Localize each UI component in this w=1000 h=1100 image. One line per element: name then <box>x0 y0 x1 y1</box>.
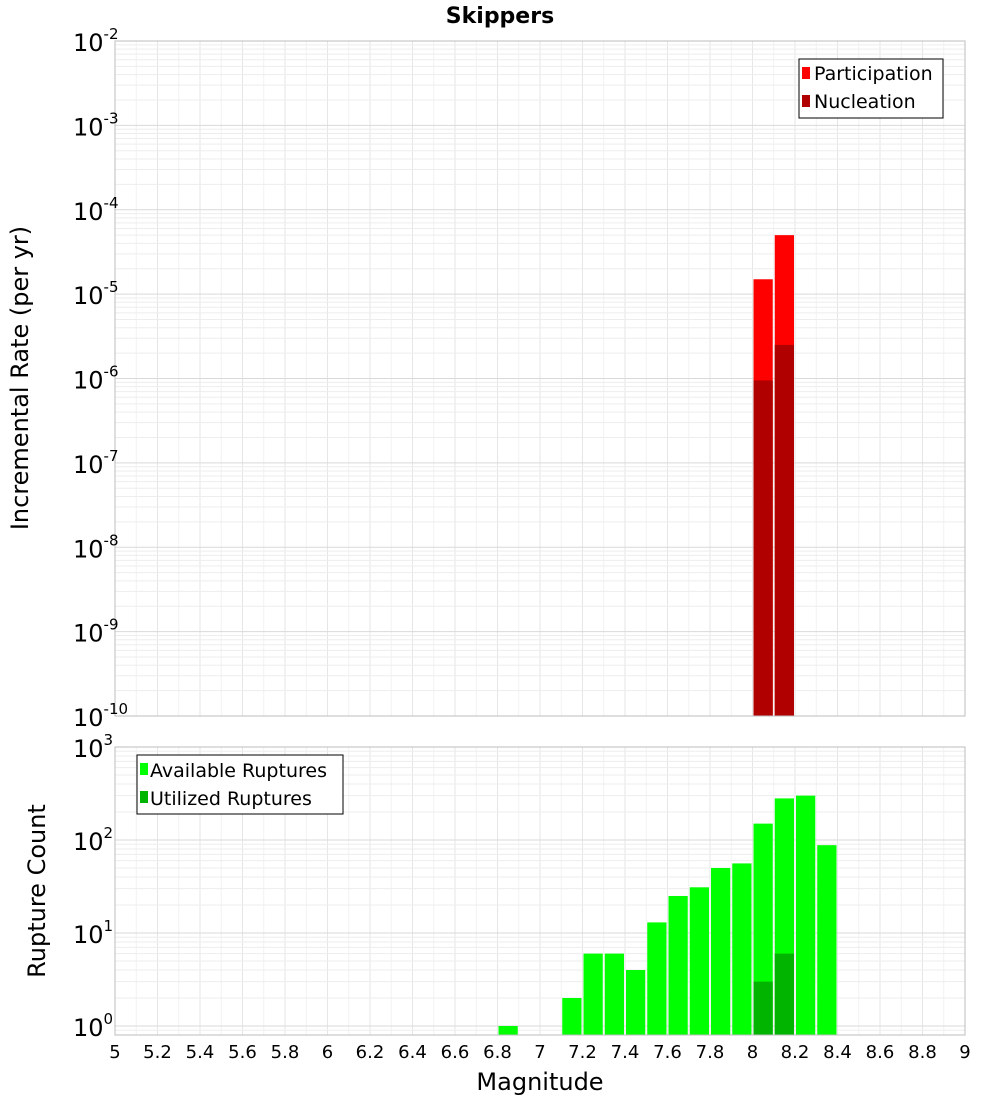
y-tick-label: 10-2 <box>73 25 119 57</box>
x-tick-label: 8 <box>747 1042 758 1063</box>
y-tick-label: 10-4 <box>73 194 119 226</box>
legend-label-utilized: Utilized Ruptures <box>150 788 312 810</box>
x-tick-label: 8.6 <box>866 1042 895 1063</box>
bottom-y-tick-labels: 100 101 102 103 <box>73 731 113 1042</box>
top-plot-area <box>114 40 966 717</box>
x-tick-label: 8.4 <box>823 1042 852 1063</box>
bottom-legend: Available Ruptures Utilized Ruptures <box>136 754 344 815</box>
bar-available-ruptures-7.95 <box>732 863 752 1035</box>
top-panel-grid <box>114 41 966 717</box>
bottom-legend-box <box>136 754 344 815</box>
x-tick-label: 6.6 <box>441 1042 470 1063</box>
x-tick-label: 6.8 <box>483 1042 512 1063</box>
top-y-axis-label: Incremental Rate (per yr) <box>6 226 34 530</box>
bar-available-ruptures-7.25 <box>583 953 603 1035</box>
y-tick-label: 10-3 <box>73 109 119 141</box>
y-tick-label: 100 <box>73 1010 113 1042</box>
bar-utilized-ruptures-8.05 <box>753 981 773 1035</box>
x-tick-label: 7.6 <box>653 1042 682 1063</box>
bar-nucleation-8.05 <box>753 380 773 716</box>
legend-swatch-nucleation <box>802 95 810 107</box>
x-tick-label: 5.6 <box>228 1042 257 1063</box>
x-tick-label: 7.2 <box>568 1042 597 1063</box>
legend-label-available: Available Ruptures <box>150 760 327 782</box>
x-tick-label: 6.4 <box>398 1042 427 1063</box>
x-tick-label: 5 <box>109 1042 120 1063</box>
legend-label-participation: Participation <box>814 63 933 85</box>
y-tick-label: 102 <box>73 824 113 856</box>
x-tick-label: 6.2 <box>356 1042 385 1063</box>
x-tick-label: 7.4 <box>611 1042 640 1063</box>
legend-label-nucleation: Nucleation <box>814 91 916 113</box>
bar-available-ruptures-7.55 <box>647 922 667 1035</box>
y-tick-label: 10-9 <box>73 616 119 648</box>
y-tick-label: 101 <box>73 917 113 949</box>
legend-swatch-utilized <box>140 791 148 803</box>
bar-available-ruptures-7.45 <box>626 969 646 1035</box>
y-tick-label: 10-10 <box>73 700 128 732</box>
x-tick-label: 6 <box>322 1042 333 1063</box>
x-tick-label: 5.4 <box>186 1042 215 1063</box>
bottom-plot-area <box>114 746 966 1036</box>
bottom-panel-bars <box>498 795 837 1035</box>
x-tick-label: 9 <box>959 1042 970 1063</box>
legend-swatch-available <box>140 763 148 775</box>
bar-available-ruptures-7.75 <box>689 887 709 1035</box>
bar-available-ruptures-7.65 <box>668 895 688 1035</box>
y-tick-label: 10-8 <box>73 531 119 563</box>
bar-nucleation-8.15 <box>774 344 794 716</box>
bar-utilized-ruptures-8.15 <box>774 953 794 1035</box>
y-tick-label: 10-7 <box>73 447 119 479</box>
bottom-y-axis-label: Rupture Count <box>23 804 51 978</box>
top-y-tick-labels: 10-10 10-9 10-8 10-7 10-6 10-5 10-4 10-3 10-2 <box>73 25 128 732</box>
chart-title: Skippers <box>446 4 554 29</box>
y-tick-label: 10-5 <box>73 278 119 310</box>
legend-swatch-participation <box>802 67 810 79</box>
top-legend-box <box>798 58 944 119</box>
bar-available-ruptures-8.35 <box>817 845 837 1035</box>
x-tick-labels: 5 5.2 5.4 5.6 5.8 6 6.2 6.4 6.6 6.8 7 7.2 7.4 7.6 7.8 8… <box>109 1042 970 1063</box>
bar-available-ruptures-7.35 <box>604 953 624 1035</box>
bar-available-ruptures-6.85 <box>498 1025 518 1035</box>
x-tick-label: 5.8 <box>271 1042 300 1063</box>
x-tick-label: 8.8 <box>908 1042 937 1063</box>
x-axis-label: Magnitude <box>476 1068 603 1096</box>
top-panel-bars <box>753 235 794 716</box>
y-tick-label: 10-6 <box>73 363 119 395</box>
y-tick-label: 103 <box>73 731 113 763</box>
x-tick-label: 8.2 <box>781 1042 810 1063</box>
bar-available-ruptures-7.15 <box>562 997 582 1035</box>
top-legend: Participation Nucleation <box>798 58 944 119</box>
x-tick-label: 5.2 <box>143 1042 172 1063</box>
bar-available-ruptures-8.25 <box>796 795 816 1035</box>
x-tick-label: 7 <box>534 1042 545 1063</box>
bar-available-ruptures-7.85 <box>711 867 731 1035</box>
x-tick-label: 7.8 <box>696 1042 725 1063</box>
